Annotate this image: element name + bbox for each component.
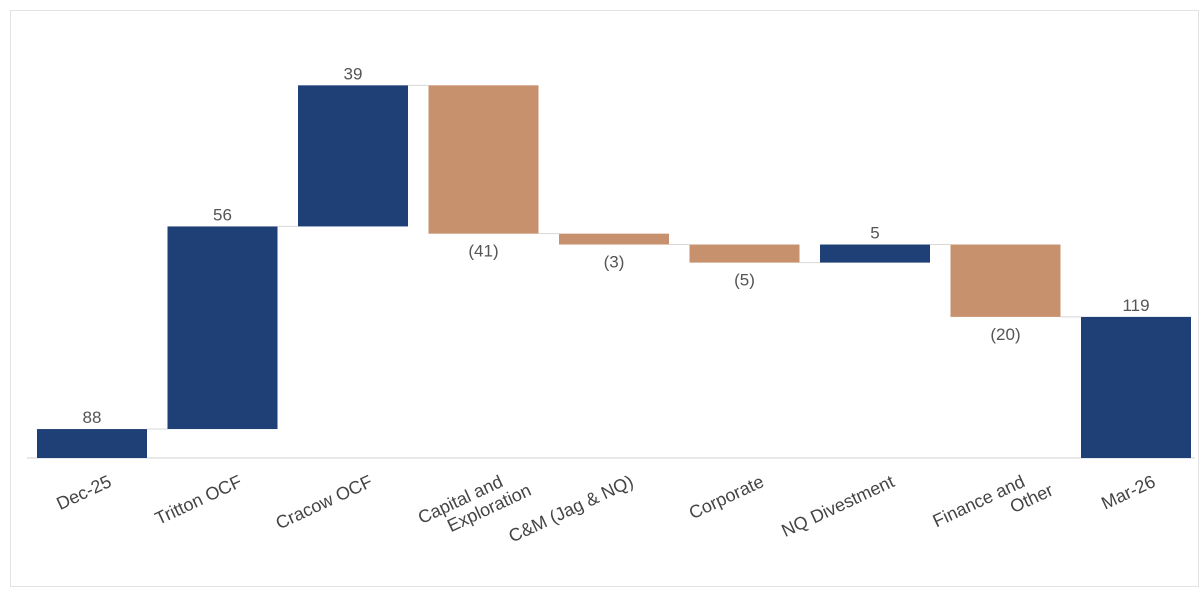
bar: [167, 226, 278, 430]
x-tick-label: Tritton OCF: [152, 471, 245, 529]
value-label: (3): [604, 253, 625, 272]
bar: [1081, 316, 1191, 458]
x-tick-label: Finance andOther: [930, 462, 1057, 549]
value-label: (5): [734, 271, 755, 290]
x-tick-label-line: Mar-26: [1098, 471, 1158, 513]
bar: [428, 85, 539, 234]
bar: [950, 244, 1061, 317]
value-label: 39: [344, 64, 363, 83]
x-tick-label: Mar-26: [1098, 471, 1158, 513]
x-tick-label: NQ Divestment: [778, 471, 897, 541]
x-tick-label: Cracow OCF: [273, 471, 376, 533]
chart-border: [10, 10, 1199, 587]
bar: [298, 85, 408, 227]
value-label: 5: [870, 224, 879, 243]
x-tick-label-line: Dec-25: [53, 471, 114, 514]
x-tick-label-line: Cracow OCF: [273, 471, 376, 533]
value-label: (20): [990, 325, 1020, 344]
value-label: 119: [1122, 296, 1149, 315]
value-label: 56: [213, 205, 232, 224]
value-label: 88: [83, 408, 102, 427]
bar: [689, 244, 800, 263]
x-tick-label: Corporate: [686, 471, 767, 523]
x-tick-label-line: NQ Divestment: [778, 471, 897, 541]
bar: [820, 244, 930, 263]
bar: [559, 233, 669, 245]
value-label: (41): [468, 242, 498, 261]
x-tick-label-line: Tritton OCF: [152, 471, 245, 529]
bar: [37, 429, 147, 458]
x-tick-label-line: Corporate: [686, 471, 767, 523]
x-tick-label: Dec-25: [53, 471, 114, 514]
